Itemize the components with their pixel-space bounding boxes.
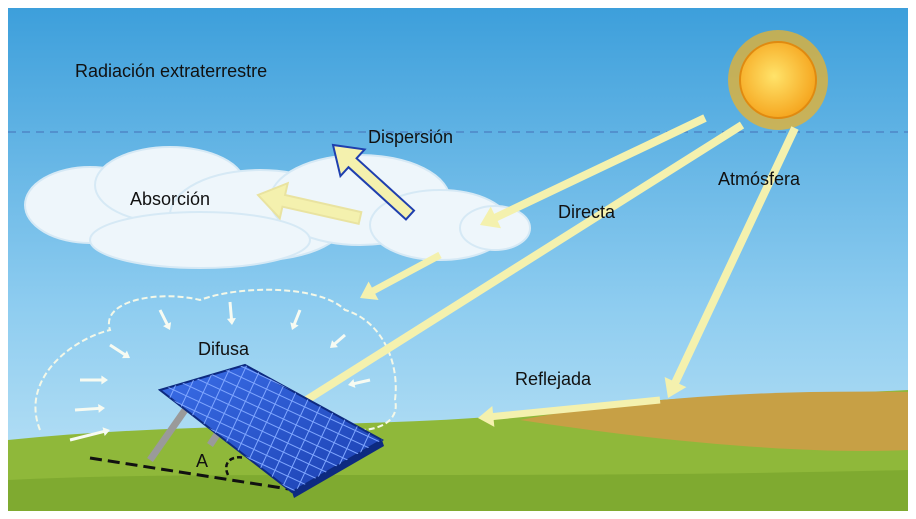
radiation-arrows <box>69 114 799 442</box>
arrow <box>69 427 110 442</box>
sun <box>728 30 828 130</box>
arrow <box>80 375 108 385</box>
arrow <box>74 403 105 413</box>
label: Radiación extraterrestre <box>75 61 267 81</box>
arrow <box>290 309 302 330</box>
arrow <box>360 251 442 300</box>
arrow <box>664 126 799 398</box>
arrow <box>256 181 363 226</box>
label: Reflejada <box>515 369 592 389</box>
label: A <box>196 451 208 471</box>
arrow <box>480 114 707 229</box>
label: Dispersión <box>368 127 453 147</box>
arrow <box>348 378 371 388</box>
arrow <box>278 121 745 419</box>
arrow <box>478 396 661 427</box>
clouds <box>24 146 531 269</box>
arrow <box>331 143 416 221</box>
label: Absorción <box>130 189 210 209</box>
arrow <box>109 343 130 359</box>
label: Directa <box>558 202 616 222</box>
arrow <box>158 309 172 330</box>
arrow <box>330 333 346 348</box>
diffuse-dome <box>34 288 397 431</box>
label: Difusa <box>198 339 250 359</box>
label: Atmósfera <box>718 169 801 189</box>
solar-panel <box>89 363 385 498</box>
arrow <box>226 301 236 325</box>
